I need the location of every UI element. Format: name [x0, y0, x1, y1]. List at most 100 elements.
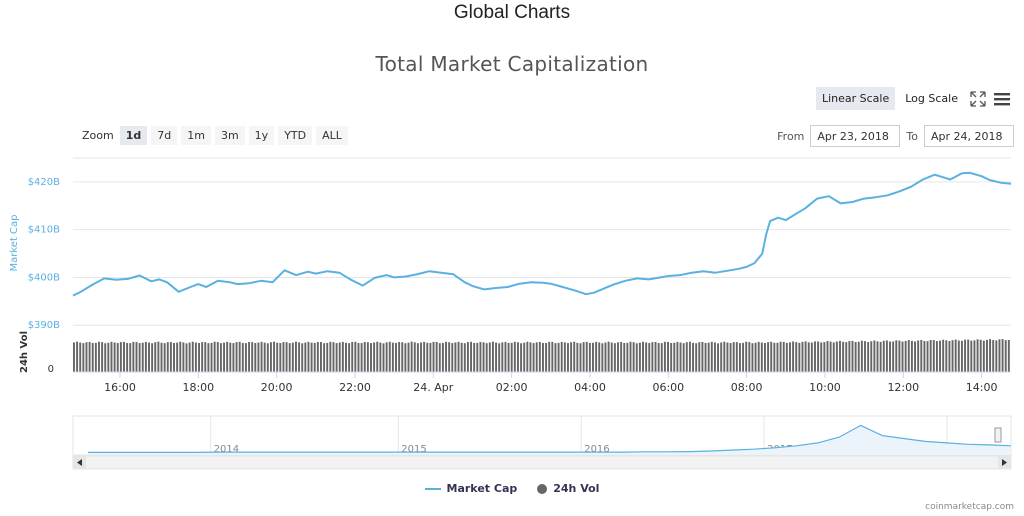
vol-bar — [485, 343, 488, 372]
vol-bar — [470, 341, 473, 372]
vol-bar — [363, 342, 366, 372]
vol-bar — [88, 342, 91, 372]
to-label: To — [906, 129, 918, 143]
vol-bar — [823, 342, 826, 372]
from-date-input[interactable] — [810, 125, 901, 147]
vol-bar — [370, 343, 372, 372]
vol-bar — [213, 341, 216, 372]
vol-bar — [435, 341, 438, 372]
to-date-input[interactable] — [924, 125, 1014, 147]
vol-bar — [357, 342, 360, 372]
vol-bar — [882, 340, 885, 372]
vol-bar — [226, 341, 229, 372]
vol-bar — [957, 340, 960, 372]
vol-bar — [979, 339, 982, 372]
vol-bar — [144, 341, 147, 372]
vol-bar — [501, 342, 504, 372]
vol-bar — [82, 343, 85, 372]
vol-bar — [279, 343, 282, 372]
vol-bar — [820, 342, 823, 372]
vol-bar — [960, 340, 963, 372]
vol-bar — [498, 343, 501, 372]
vol-bar — [826, 341, 829, 372]
vol-bar — [282, 342, 285, 372]
vol-bar — [870, 341, 873, 372]
vol-bar — [770, 341, 773, 372]
menu-icon[interactable] — [992, 89, 1012, 109]
vol-bar — [119, 342, 122, 372]
zoom-1m-button[interactable]: 1m — [181, 126, 211, 145]
vol-bar — [101, 342, 104, 372]
vol-bar — [810, 342, 813, 372]
vol-bar — [432, 341, 435, 372]
vol-bar — [526, 341, 529, 372]
vol-bar — [932, 340, 935, 372]
vol-bar — [879, 341, 882, 372]
vol-bar — [776, 342, 779, 372]
vol-bar — [726, 342, 729, 372]
vol-bar — [685, 342, 688, 372]
vol-bar — [304, 342, 307, 372]
vol-bar — [857, 341, 860, 372]
zoom-ytd-button[interactable]: YTD — [278, 126, 313, 145]
legend-market-cap[interactable]: Market Cap — [424, 482, 517, 495]
vol-bar — [176, 342, 179, 372]
vol-bar — [445, 341, 447, 372]
vol-bar — [635, 343, 638, 372]
zoom-all-button[interactable]: ALL — [316, 126, 348, 145]
vol-bar — [410, 341, 413, 372]
zoom-controls: Zoom 1d 7d 1m 3m 1y YTD ALL — [82, 126, 348, 145]
legend-vol[interactable]: 24h Vol — [537, 482, 599, 495]
vol-zero-tick: 0 — [48, 364, 54, 375]
vol-bar — [148, 342, 150, 372]
zoom-label: Zoom — [82, 129, 114, 142]
vol-bar — [507, 342, 510, 372]
vol-bar — [945, 340, 948, 372]
vol-bar — [692, 342, 695, 372]
fullscreen-icon[interactable] — [968, 89, 988, 109]
y-tick-label: $390B — [28, 320, 60, 331]
zoom-7d-button[interactable]: 7d — [151, 126, 178, 145]
vol-bar — [885, 340, 888, 372]
vol-bar — [560, 341, 563, 372]
vol-bar — [610, 342, 613, 372]
vol-bar — [817, 341, 820, 372]
vol-bar — [466, 342, 469, 372]
vol-bar — [251, 342, 254, 372]
vol-bar — [701, 342, 704, 372]
log-scale-button[interactable]: Log Scale — [905, 92, 958, 105]
vol-bar — [294, 341, 297, 372]
vol-bar — [404, 343, 407, 372]
vol-bar — [391, 342, 394, 372]
vol-bar — [104, 343, 107, 372]
credit-link[interactable]: coinmarketcap.com — [925, 502, 1014, 512]
vol-bar — [645, 342, 648, 372]
zoom-3m-button[interactable]: 3m — [214, 126, 245, 145]
vol-bar — [729, 343, 732, 372]
zoom-1d-button[interactable]: 1d — [119, 126, 148, 145]
vol-bar — [973, 340, 976, 372]
vol-bar — [732, 342, 735, 372]
vol-bar — [254, 343, 257, 372]
vol-bar — [717, 343, 720, 372]
zoom-1y-button[interactable]: 1y — [248, 126, 275, 145]
vol-bar — [441, 342, 444, 372]
x-tick-label: 20:00 — [261, 381, 293, 394]
vol-bar — [335, 343, 338, 372]
vol-bar — [351, 342, 354, 372]
vol-bar — [667, 341, 669, 372]
vol-bar — [760, 342, 763, 372]
vol-bar — [73, 342, 75, 372]
vol-bar — [854, 341, 857, 372]
vol-bar — [313, 342, 316, 372]
vol-bar — [604, 342, 607, 372]
vol-bar — [545, 343, 548, 372]
linear-scale-button[interactable]: Linear Scale — [815, 87, 896, 110]
vol-bar — [510, 342, 513, 372]
vol-bar — [814, 341, 816, 372]
vol-bar — [438, 343, 441, 372]
vol-bar — [310, 342, 313, 372]
vol-bar — [273, 341, 276, 372]
vol-bar — [773, 342, 776, 372]
